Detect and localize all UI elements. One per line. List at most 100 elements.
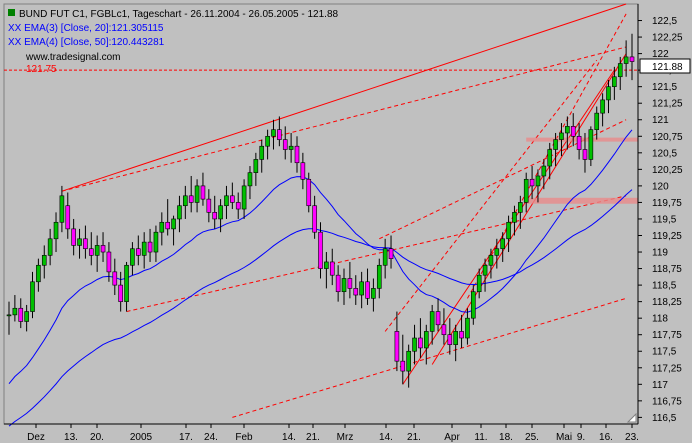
candle: [406, 344, 411, 388]
candles: [6, 33, 635, 388]
candle-body-down: [329, 261, 335, 276]
candle: [347, 261, 353, 299]
candle-body-up: [288, 145, 294, 150]
title-marker: [8, 9, 15, 16]
x-tick-label: 16.: [599, 432, 613, 443]
x-tick-label: 17.: [179, 432, 193, 443]
x-tick-label: 21.: [407, 432, 421, 443]
candle-body-up: [24, 311, 29, 322]
y-tick-label: 120,5: [652, 148, 677, 159]
candle: [165, 199, 170, 236]
candle-body-down: [136, 248, 141, 256]
candle: [412, 324, 417, 365]
candle-body-up: [141, 241, 147, 256]
candle: [71, 218, 76, 256]
candle: [629, 33, 635, 81]
candle-body-up: [565, 126, 570, 134]
mid-channel-dashed: [126, 195, 627, 313]
candle: [153, 225, 159, 262]
candle: [24, 304, 29, 332]
candle: [606, 80, 611, 114]
legend: BUND FUT C1, FGBLc1, Tageschart - 26.11.…: [8, 9, 339, 75]
candle: [382, 238, 388, 279]
candle-body-down: [282, 139, 288, 150]
y-tick-label: 116,75: [652, 396, 682, 407]
candle: [394, 311, 400, 372]
candle-body-up: [359, 281, 364, 296]
candle-body-up: [247, 172, 253, 187]
candle-body-up: [59, 195, 65, 223]
uptrend-channel-dashed-2: [466, 13, 627, 299]
y-tick-label: 117: [652, 380, 668, 391]
candle: [565, 116, 570, 150]
candle: [88, 232, 94, 266]
candle: [247, 166, 253, 200]
resistance-band: [526, 137, 638, 142]
candle: [329, 248, 335, 286]
candle: [594, 106, 600, 140]
candle: [265, 129, 270, 160]
candle-body-down: [347, 278, 353, 289]
candle: [518, 195, 523, 229]
candle: [312, 195, 317, 239]
candle: [429, 304, 435, 345]
candle: [459, 314, 464, 348]
candle-body-down: [165, 221, 170, 230]
last-price-box: [639, 58, 691, 74]
candle-body-up: [612, 76, 617, 87]
candle-body-up: [423, 331, 429, 349]
candle: [300, 152, 306, 190]
candle: [83, 225, 88, 259]
candle: [453, 324, 458, 362]
x-axis: Dez 13. 20. 2005 17. 24. Feb 14. 21. Mrz 14. 21. Apr…: [4, 423, 639, 443]
candle: [235, 192, 241, 219]
candle: [341, 268, 347, 305]
candle-body-down: [71, 228, 76, 246]
candle: [476, 268, 482, 299]
candle-body-down: [188, 195, 194, 203]
candle: [124, 261, 129, 312]
x-tick-label: Apr: [444, 432, 460, 443]
candle-body-down: [200, 185, 206, 200]
candle-body-down: [18, 307, 24, 322]
candle: [612, 66, 617, 100]
candle: [77, 228, 82, 259]
candle: [59, 185, 65, 233]
candle: [177, 195, 182, 233]
y-tick-label: 122,5: [652, 16, 677, 27]
resize-handle-icon[interactable]: [626, 412, 637, 423]
candle-body-down: [100, 245, 106, 253]
candle-body-down: [235, 202, 241, 210]
candle-body-down: [106, 251, 112, 273]
y-tick-label: 118,75: [652, 264, 682, 275]
candle-body-up: [494, 248, 500, 256]
candle: [130, 242, 135, 276]
candle-body-up: [218, 205, 223, 220]
y-tick-label: 120,75: [652, 132, 683, 143]
candle-body-up: [406, 350, 411, 372]
candle: [529, 166, 535, 200]
y-tick-label: 116,5: [652, 413, 677, 424]
candle-body-up: [482, 264, 488, 276]
candle: [400, 334, 406, 385]
candle: [259, 139, 265, 173]
x-tick-label: 14.: [379, 432, 393, 443]
candle: [570, 113, 576, 147]
candle: [353, 275, 359, 305]
candle-body-up: [36, 264, 41, 283]
y-tick-label: 117,5: [652, 347, 677, 358]
y-tick-label: 119: [652, 248, 668, 259]
candle: [506, 215, 511, 253]
candle-body-down: [230, 195, 235, 203]
candle-body-up: [371, 288, 376, 299]
x-tick-label: Mrz: [337, 432, 354, 443]
x-tick-label: 9.: [577, 432, 585, 443]
candle: [106, 242, 112, 282]
candle-body-up: [506, 221, 511, 240]
candle-body-down: [629, 56, 635, 62]
candle: [465, 308, 470, 345]
x-tick-label: 21.: [306, 432, 320, 443]
candle: [288, 132, 294, 163]
candle-body-down: [83, 238, 88, 250]
upper-channel-line: [61, 3, 627, 192]
